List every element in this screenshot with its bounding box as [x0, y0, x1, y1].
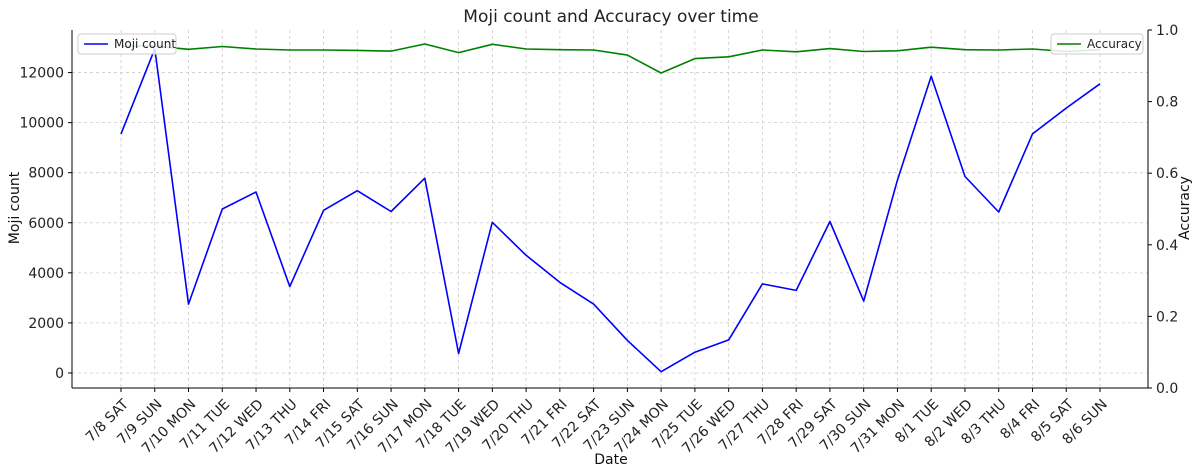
y2-tick-label: 0.8 — [1156, 95, 1178, 111]
y-tick-label: 4000 — [28, 266, 64, 282]
legend-label-moji-count: Moji count — [114, 37, 176, 51]
y2-tick-label: 0.4 — [1156, 238, 1178, 254]
series-line-accuracy — [121, 43, 1101, 74]
y-axis-label: Moji count — [7, 171, 23, 244]
series-layer — [120, 43, 1101, 373]
y-tick-label: 0 — [55, 366, 64, 382]
y2-tick-label: 0.0 — [1156, 381, 1178, 397]
chart-title: Moji count and Accuracy over time — [463, 7, 758, 27]
series-line-moji-count — [120, 47, 1101, 373]
y-tick-label: 2000 — [28, 316, 64, 332]
grid — [72, 30, 1148, 388]
y-tick-label: 8000 — [28, 166, 64, 182]
legend-label-accuracy: Accuracy — [1087, 37, 1142, 51]
legend-accuracy: Accuracy — [1050, 33, 1144, 55]
legend-moji-count: Moji count — [77, 33, 177, 55]
y2-tick-label: 0.2 — [1156, 309, 1178, 325]
y-tick-label: 6000 — [28, 216, 64, 232]
y2-tick-label: 1.0 — [1156, 23, 1178, 39]
y-tick-label: 12000 — [19, 66, 64, 82]
y-tick-label: 10000 — [19, 116, 64, 132]
legend-box-accuracy — [1050, 33, 1144, 55]
y2-axis-label: Accuracy — [1177, 176, 1193, 240]
x-axis-label: Date — [594, 452, 627, 468]
y2-tick-label: 0.6 — [1156, 166, 1178, 182]
legend-box-moji-count — [77, 33, 177, 55]
